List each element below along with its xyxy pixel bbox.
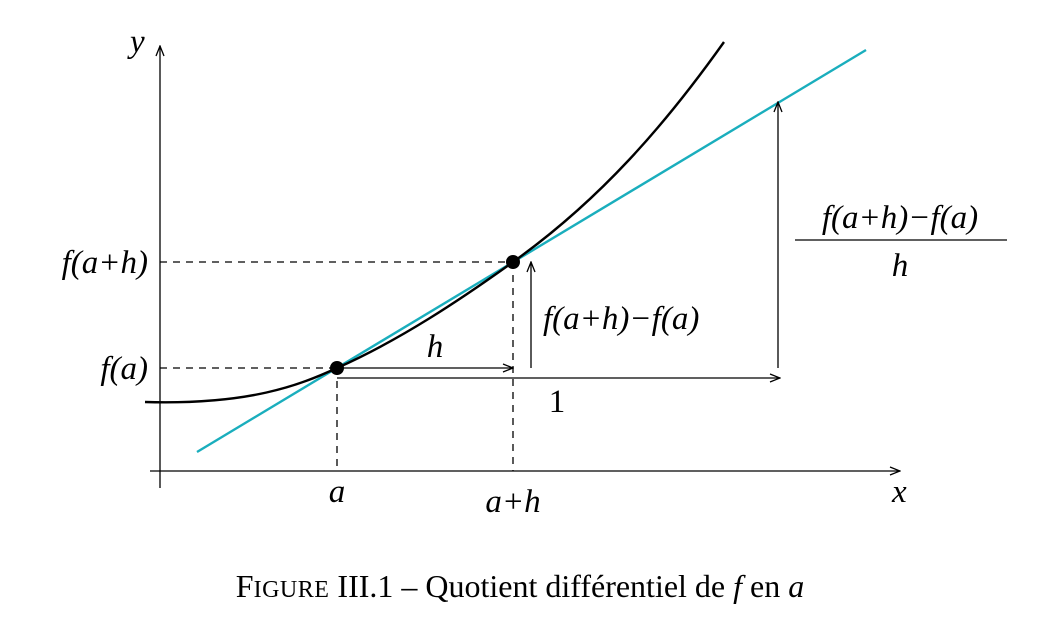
h-label: h (427, 329, 444, 365)
caption-number: III.1 (337, 568, 394, 604)
secant-line (196, 48, 867, 454)
figure-caption: FIGURE III.1 – Quotient différentiel de … (0, 568, 1040, 605)
caption-figure-rest: IGURE (253, 577, 330, 603)
difference-label: f(a+h)−f(a) (543, 301, 699, 337)
derivative-figure: y x a a+h f(a) f(a+h) h 1 f(a+h)−f(a) f(… (62, 24, 1007, 520)
caption-a: a (788, 568, 805, 604)
tick-a-plus-h: a+h (485, 484, 540, 520)
point-a (330, 361, 344, 375)
tick-fa: f(a) (100, 351, 148, 387)
caption-dash: – (401, 568, 418, 604)
quotient-numerator: f(a+h)−f(a) (822, 200, 978, 236)
x-axis-label: x (891, 474, 907, 510)
function-curve (144, 41, 725, 404)
one-label: 1 (549, 384, 566, 420)
tick-fah: f(a+h) (62, 245, 148, 281)
caption-figure-initial: F (235, 568, 254, 604)
tick-a: a (329, 474, 346, 510)
caption-text: Quotient différentiel de (425, 568, 726, 604)
point-a-plus-h (506, 255, 520, 269)
caption-f: f (733, 568, 743, 604)
quotient-denominator: h (892, 248, 909, 284)
y-axis-label: y (127, 24, 145, 60)
caption-en: en (750, 568, 781, 604)
